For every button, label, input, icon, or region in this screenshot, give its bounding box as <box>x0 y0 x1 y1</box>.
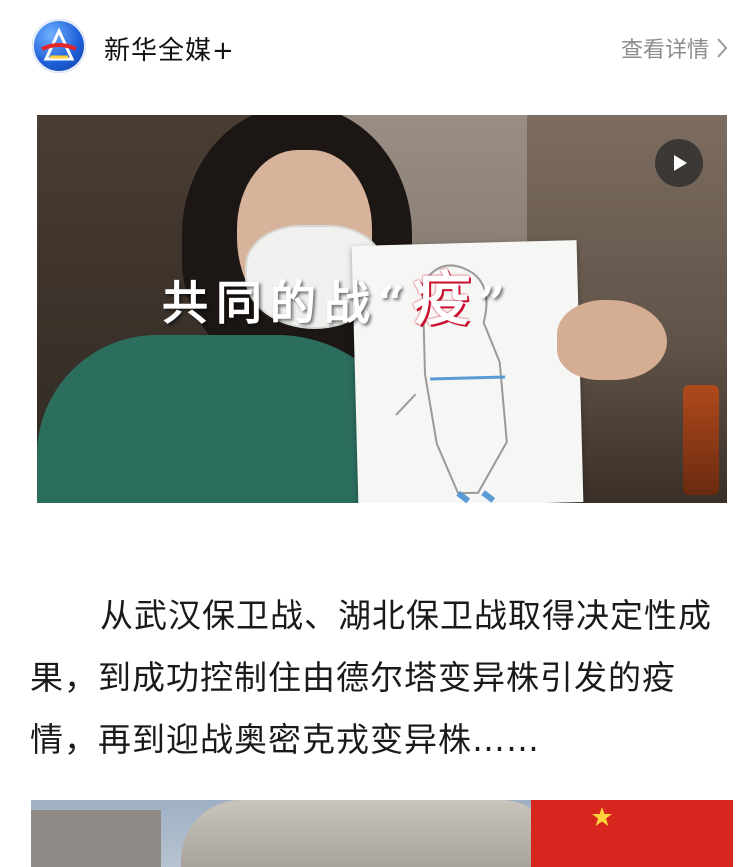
play-button[interactable] <box>655 139 703 187</box>
overlay-title-prefix: 共同的战 <box>162 276 378 330</box>
overlay-quote-close: ” <box>478 276 513 330</box>
play-icon <box>674 155 687 171</box>
chevron-right-icon <box>717 38 728 58</box>
view-details-label: 查看详情 <box>620 38 709 63</box>
video-overlay-title: 共同的战“疫” <box>162 252 513 336</box>
article-photo[interactable] <box>31 800 733 867</box>
article-paragraph: 从武汉保卫战、湖北保卫战取得决定性成果，到成功控制住由德尔塔变异株引发的疫情，再… <box>30 596 712 759</box>
overlay-title-highlight: 疫 <box>412 265 479 333</box>
view-details-link[interactable]: 查看详情 <box>621 32 729 64</box>
xinhua-logo-icon[interactable] <box>32 19 86 73</box>
brand-name[interactable]: 新华全媒+ <box>104 36 235 66</box>
flag-image <box>531 800 733 867</box>
article-header: 新华全媒+ 查看详情 <box>0 0 751 95</box>
drawing-paper <box>351 240 584 503</box>
overlay-quote-open: “ <box>378 276 413 330</box>
video-player[interactable]: 共同的战“疫” <box>37 115 727 503</box>
article-body: 从武汉保卫战、湖北保卫战取得决定性成果，到成功控制住由德尔塔变异株引发的疫情，再… <box>30 585 730 771</box>
star-icon <box>592 807 612 826</box>
